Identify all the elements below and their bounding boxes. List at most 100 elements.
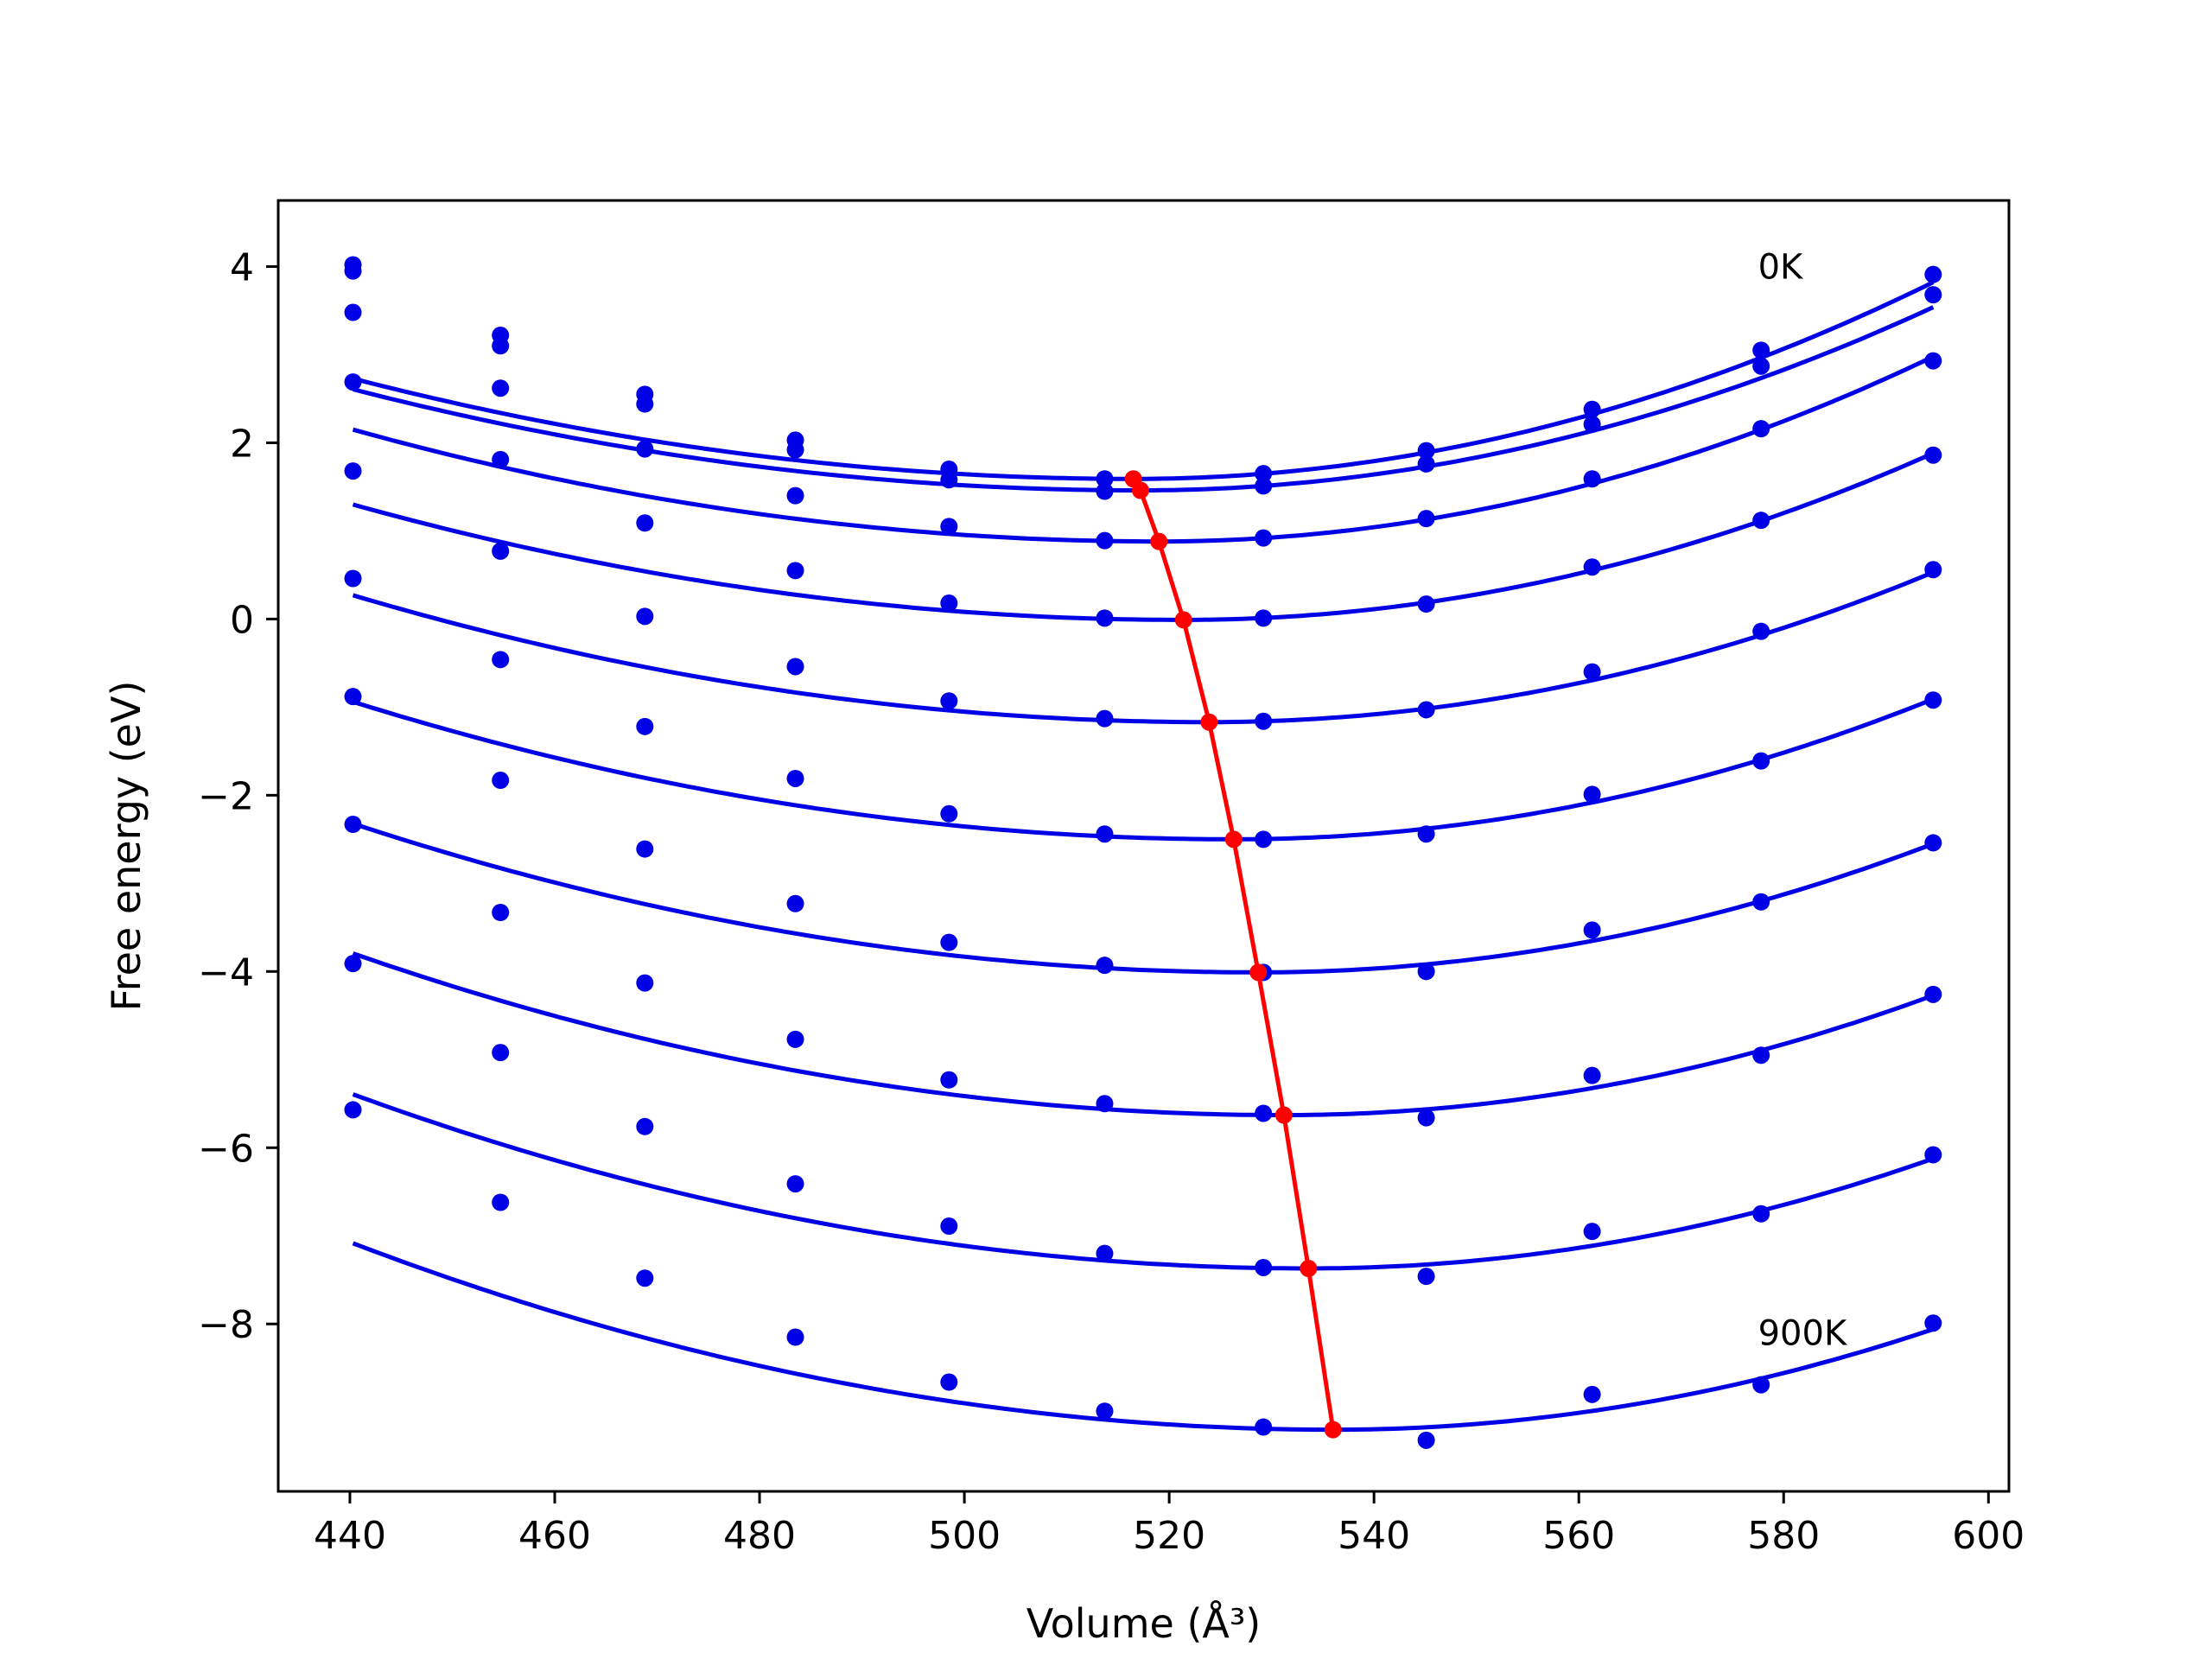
fit-curve-3 <box>352 451 1935 622</box>
data-point-1-1 <box>492 337 510 355</box>
data-point-4-5 <box>1096 709 1114 728</box>
data-point-5-0 <box>344 569 362 588</box>
data-point-0-7 <box>1417 442 1435 460</box>
minimum-point-4 <box>1200 713 1218 731</box>
data-point-3-10 <box>1924 446 1942 464</box>
minimum-path <box>1124 470 1342 1439</box>
fit-curve-4 <box>352 570 1935 725</box>
minimum-point-9 <box>1324 1421 1342 1439</box>
y-axis-label: Free energy (eV) <box>103 681 149 1012</box>
y-tick-label-2: 2 <box>230 422 254 466</box>
data-point-7-4 <box>940 1071 958 1089</box>
data-point-9-4 <box>940 1373 958 1391</box>
fit-curve-7 <box>352 951 1935 1117</box>
fit-curve-6 <box>352 821 1935 975</box>
data-point-4-3 <box>786 658 804 676</box>
data-point-2-9 <box>1752 420 1770 438</box>
fit-curve-9 <box>352 1241 1935 1433</box>
data-point-7-8 <box>1583 1066 1601 1084</box>
data-point-4-1 <box>492 542 510 560</box>
data-point-4-4 <box>940 692 958 710</box>
data-point-2-7 <box>1417 510 1435 528</box>
y-tick-label-4: 4 <box>230 245 254 289</box>
data-point-9-5 <box>1096 1402 1114 1421</box>
data-point-8-10 <box>1924 1146 1942 1164</box>
data-point-5-3 <box>786 769 804 787</box>
data-point-6-3 <box>786 894 804 912</box>
data-point-1-2 <box>636 395 654 413</box>
data-point-9-2 <box>636 1269 654 1287</box>
data-point-3-0 <box>344 373 362 391</box>
data-point-7-0 <box>344 816 362 834</box>
data-point-4-9 <box>1752 622 1770 640</box>
y-tick-label-0: 0 <box>230 598 254 642</box>
data-point-6-2 <box>636 840 654 858</box>
data-point-1-7 <box>1417 454 1435 473</box>
data-point-6-4 <box>940 933 958 951</box>
data-point-9-0 <box>344 1101 362 1119</box>
data-point-0-8 <box>1583 400 1601 418</box>
data-point-1-3 <box>786 441 804 459</box>
x-axis-label: Volume (Å³) <box>1027 1600 1262 1647</box>
data-point-2-5 <box>1096 531 1114 550</box>
data-point-3-1 <box>492 450 510 468</box>
data-point-2-2 <box>636 440 654 458</box>
data-point-1-5 <box>1096 482 1114 500</box>
data-point-2-0 <box>344 303 362 321</box>
data-point-5-10 <box>1924 691 1942 709</box>
fit-curve-2 <box>352 354 1935 544</box>
fit-curve-8 <box>352 1092 1935 1271</box>
data-point-5-2 <box>636 717 654 735</box>
data-point-2-3 <box>786 486 804 505</box>
data-point-2-10 <box>1924 352 1942 370</box>
y-tick-label--8: −8 <box>198 1303 254 1347</box>
data-point-2-4 <box>940 518 958 536</box>
y-axis-ticks: 4 2 0 −2 −4 −6 −8 <box>198 245 278 1347</box>
data-point-5-7 <box>1417 825 1435 843</box>
data-point-4-6 <box>1255 712 1273 730</box>
fit-curves <box>352 280 1935 1433</box>
data-point-4-8 <box>1583 663 1601 681</box>
data-point-5-4 <box>940 804 958 823</box>
annotations: 0K 900K <box>1758 247 1848 1353</box>
data-point-9-6 <box>1255 1418 1273 1436</box>
data-point-0-5 <box>1096 470 1114 488</box>
data-point-2-8 <box>1583 470 1601 488</box>
y-tick-label--2: −2 <box>198 774 254 818</box>
data-point-3-6 <box>1255 609 1273 627</box>
data-point-3-9 <box>1752 512 1770 530</box>
data-point-5-6 <box>1255 830 1273 849</box>
data-point-2-6 <box>1255 529 1273 547</box>
x-tick-label-520: 520 <box>1133 1514 1205 1558</box>
y-tick-label--4: −4 <box>198 950 254 995</box>
data-point-7-7 <box>1417 1109 1435 1127</box>
x-tick-label-560: 560 <box>1542 1514 1615 1558</box>
data-point-7-2 <box>636 974 654 992</box>
data-point-7-1 <box>492 903 510 921</box>
data-point-3-7 <box>1417 595 1435 613</box>
minimum-point-7 <box>1274 1106 1293 1124</box>
data-point-7-10 <box>1924 985 1942 1003</box>
data-point-8-8 <box>1583 1223 1601 1241</box>
plot-frame <box>276 199 2011 1493</box>
y-tick-label--6: −6 <box>198 1127 254 1171</box>
data-point-1-9 <box>1752 357 1770 375</box>
data-point-8-4 <box>940 1217 958 1236</box>
data-point-4-2 <box>636 607 654 626</box>
data-point-3-5 <box>1096 609 1114 627</box>
data-point-6-5 <box>1096 957 1114 975</box>
fit-curve-5 <box>352 696 1935 842</box>
data-point-8-5 <box>1096 1244 1114 1262</box>
data-point-6-1 <box>492 772 510 790</box>
minimum-point-3 <box>1174 611 1192 629</box>
data-points <box>344 256 1942 1449</box>
data-point-3-8 <box>1583 558 1601 576</box>
data-point-2-1 <box>492 379 510 397</box>
data-point-5-9 <box>1752 752 1770 770</box>
minimum-point-5 <box>1224 830 1243 849</box>
data-point-6-9 <box>1752 893 1770 911</box>
x-tick-label-580: 580 <box>1747 1514 1820 1558</box>
data-point-9-3 <box>786 1328 804 1346</box>
data-point-8-0 <box>344 955 362 973</box>
